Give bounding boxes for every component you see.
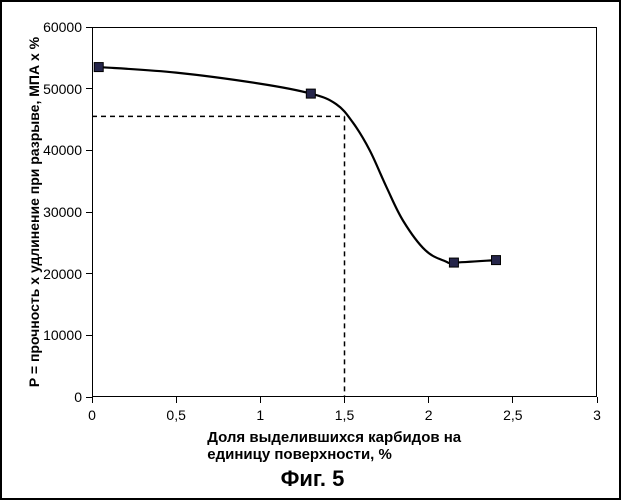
y-tick (86, 27, 92, 28)
y-tick-label: 30000 (36, 204, 82, 220)
y-tick-label: 20000 (36, 266, 82, 282)
y-tick (86, 397, 92, 398)
y-tick-label: 10000 (36, 327, 82, 343)
data-marker (449, 258, 458, 267)
data-marker (492, 256, 501, 265)
y-axis-title: P = прочность x удлинение при разрыве, М… (26, 37, 42, 387)
x-tick-label: 2,5 (503, 407, 522, 423)
y-tick (86, 150, 92, 151)
x-axis-title: Доля выделившихся карбидов на единицу по… (207, 429, 482, 463)
y-tick-label: 40000 (36, 142, 82, 158)
x-tick (597, 397, 598, 403)
x-tick (92, 397, 93, 403)
x-tick-label: 3 (593, 407, 601, 423)
y-tick-label: 50000 (36, 81, 82, 97)
x-tick-label: 1,5 (335, 407, 354, 423)
y-tick (86, 212, 92, 213)
y-tick-label: 60000 (36, 19, 82, 35)
x-tick-label: 0 (88, 407, 96, 423)
x-tick (512, 397, 513, 403)
data-marker (94, 63, 103, 72)
data-marker (306, 89, 315, 98)
x-tick-label: 2 (425, 407, 433, 423)
chart-svg (2, 2, 621, 502)
y-tick (86, 335, 92, 336)
y-tick-label: 0 (36, 389, 82, 405)
y-tick (86, 273, 92, 274)
x-tick-label: 0,5 (166, 407, 185, 423)
figure-caption: Фиг. 5 (281, 466, 345, 492)
x-tick-label: 1 (256, 407, 264, 423)
x-tick (344, 397, 345, 403)
x-tick (428, 397, 429, 403)
figure-frame: 0 0,5 1 1,5 2 2,5 3 0 10000 20000 30000 40000 50000 6… (0, 0, 621, 500)
x-tick (176, 397, 177, 403)
x-tick (260, 397, 261, 403)
y-tick (86, 88, 92, 89)
